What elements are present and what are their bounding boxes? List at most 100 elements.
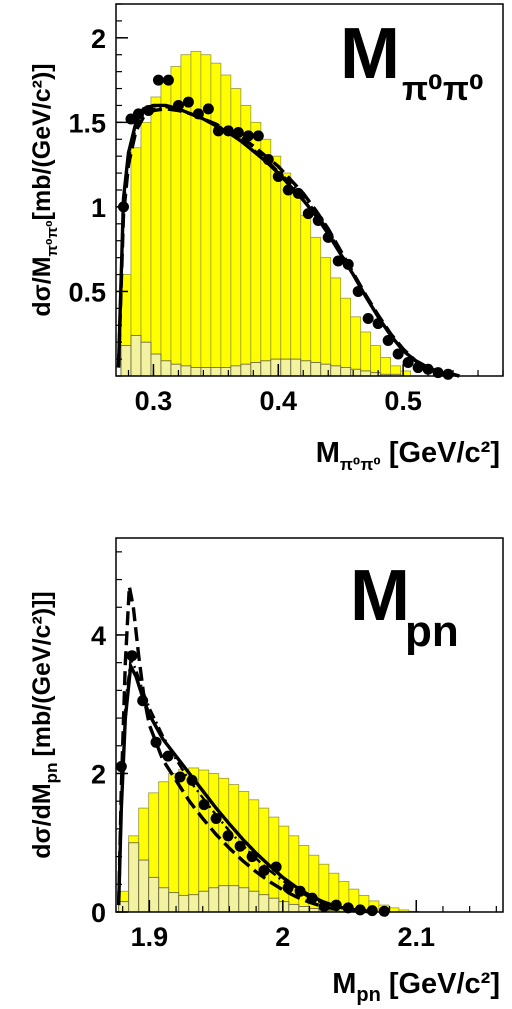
ylabel-units: [mb/(GeV/c²)] — [28, 63, 56, 220]
model-curve-dashed — [116, 586, 377, 914]
data-point — [442, 368, 454, 380]
ylabel-main: dσ/dM — [28, 783, 56, 858]
data-point — [342, 902, 354, 914]
data-point — [212, 125, 224, 137]
histogram-background-bin — [330, 365, 342, 377]
histogram-background-bin — [240, 363, 252, 377]
histogram-total-bin — [400, 370, 412, 377]
histogram-total-bin — [300, 214, 312, 377]
data-point — [115, 761, 127, 773]
histogram-total-bin — [170, 66, 182, 377]
data-point — [342, 258, 354, 270]
histogram-background-bin — [180, 365, 192, 377]
histogram-background-bin — [350, 368, 362, 377]
histogram-background-bin — [178, 894, 190, 913]
data-point — [354, 904, 366, 916]
histogram-total-bin — [188, 767, 200, 913]
data-point — [330, 899, 342, 911]
xlabel-units: [GeV/c²] — [389, 968, 500, 1000]
histogram-background-bin — [130, 334, 142, 377]
histogram-background-bin — [360, 370, 372, 377]
x-tick-label: 0.3 — [135, 386, 173, 416]
data-point — [282, 184, 294, 196]
data-point — [362, 313, 374, 325]
histogram-background-bin — [190, 367, 202, 377]
data-point — [366, 905, 378, 917]
histogram-background-bin — [150, 353, 162, 377]
data-point — [172, 99, 184, 111]
histogram-background-bin — [148, 876, 160, 913]
data-point — [392, 348, 404, 360]
data-points-mpipi — [117, 74, 454, 380]
data-point — [312, 214, 324, 226]
histogram-total-bin — [340, 297, 352, 377]
data-point — [152, 74, 164, 86]
data-point — [198, 799, 210, 811]
histogram-background-bin — [238, 887, 250, 913]
data-point — [302, 208, 314, 220]
histogram-total-bin — [150, 96, 162, 377]
histogram-background-bin — [158, 887, 170, 913]
x-tick-label: 2.1 — [397, 922, 435, 952]
histogram-background-bin — [270, 358, 282, 377]
histogram-background-bin — [298, 906, 310, 913]
data-point — [282, 882, 294, 894]
y-tick-label: 0 — [91, 898, 106, 928]
ylabel-mpn: dσ/dMpn [mb/(GeV/c²)]] — [28, 591, 61, 858]
data-point — [162, 750, 174, 762]
histogram-background-bin — [250, 362, 262, 377]
xlabel-sub: pn — [356, 984, 380, 1006]
xlabel-main: M — [332, 968, 356, 1000]
histogram-background-bin — [160, 360, 172, 377]
histogram-total-bin — [160, 79, 172, 377]
histogram-background-bin — [200, 367, 212, 377]
histogram-background-bin — [278, 901, 290, 913]
histogram-background-bin — [120, 345, 132, 377]
xlabel-units: [GeV/c²] — [389, 437, 500, 469]
xlabel-mpipi: Mπ⁰π⁰ [GeV/c²] — [316, 437, 500, 474]
data-point — [306, 892, 318, 904]
data-point — [210, 813, 222, 824]
data-point — [322, 231, 334, 243]
histogram-background-bin — [218, 885, 230, 913]
data-point — [252, 130, 264, 142]
data-points-mpn — [115, 650, 390, 917]
histogram-background-bin — [340, 367, 352, 377]
y-tick-label: 1 — [91, 193, 106, 223]
histogram-total-bin — [380, 356, 392, 377]
y-tick-label: 2 — [91, 24, 106, 54]
histogram-background-bin — [300, 360, 312, 377]
data-point — [382, 334, 394, 346]
data-point — [222, 830, 234, 842]
histogram-background-bin — [140, 341, 152, 377]
histogram-total-bin — [270, 155, 282, 377]
ylabel-sub: pn — [42, 763, 61, 784]
histogram-total-bin — [168, 773, 180, 913]
histogram-total-bin — [310, 236, 322, 377]
histogram-total-bin — [360, 331, 372, 377]
x-tick-label: 0.4 — [260, 386, 298, 416]
svg-text:dσ/dMpn[mb/(GeV/c²)]]: dσ/dMpn [mb/(GeV/c²)]] — [28, 591, 61, 858]
histogram-total-bin — [370, 345, 382, 377]
x-tick-label: 2 — [275, 922, 290, 952]
x-tick-label: 1.9 — [131, 922, 169, 952]
data-point — [232, 127, 244, 139]
data-point — [246, 851, 258, 863]
data-point — [258, 864, 270, 876]
histogram-total-bin — [350, 316, 362, 377]
histogram-background-bin — [288, 903, 300, 913]
histogram-background-mpipi — [120, 334, 402, 377]
histogram-background-bin — [290, 358, 302, 377]
data-point — [142, 105, 154, 117]
histogram-background-bin — [198, 890, 210, 913]
xlabel-sub: π⁰π⁰ — [340, 455, 381, 474]
y-tick-label: 4 — [91, 621, 106, 651]
data-point — [294, 885, 306, 897]
data-point — [192, 108, 204, 120]
y-tick-label: 0.5 — [68, 277, 106, 307]
histogram-total-bin — [330, 277, 342, 377]
svg-text:dσ/Mπ⁰π⁰[mb/(GeV/c²)]: dσ/Mπ⁰π⁰[mb/(GeV/c²)] — [28, 63, 61, 316]
panel-label-mpn: M — [350, 556, 410, 636]
